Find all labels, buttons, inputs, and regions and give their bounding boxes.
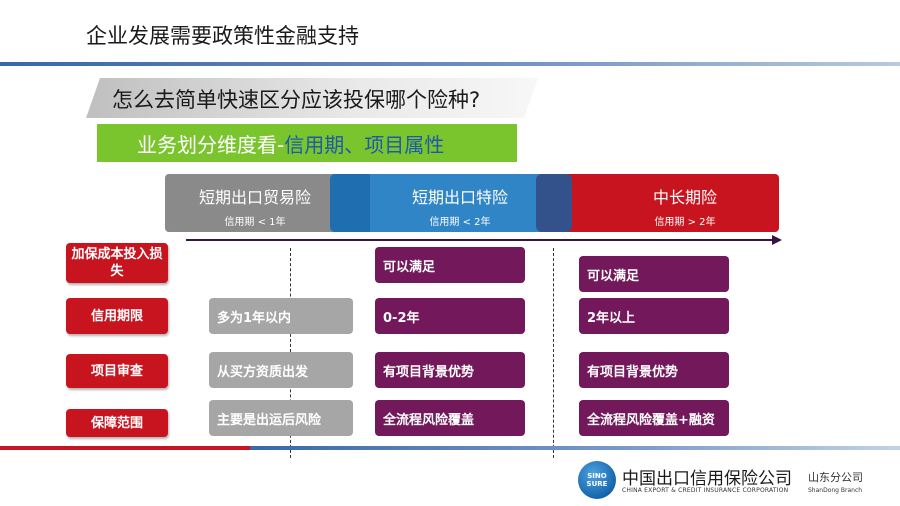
timeline-arrow xyxy=(186,235,782,245)
band-sub: 信用期 < 2年 xyxy=(429,217,491,228)
band-medium-long-term xyxy=(546,174,779,232)
cell-special-credit-term: 0-2年 xyxy=(375,298,525,334)
cell-special-cost-loss: 可以满足 xyxy=(375,247,525,283)
band-name: 短期出口贸易险 xyxy=(198,188,311,207)
cell-long-credit-term: 2年以上 xyxy=(579,298,729,334)
band-sub: 信用期 > 2年 xyxy=(654,217,716,228)
band-short-term-special-text: 短期出口特险 信用期 < 2年 xyxy=(380,174,540,232)
band-name: 中长期险 xyxy=(652,188,717,207)
dimension-bar: 业务划分维度看- 信用期、项目属性 xyxy=(97,124,517,162)
cell-special-coverage: 全流程风险覆盖 xyxy=(375,400,525,436)
cell-trade-project-review: 从买方资质出发 xyxy=(209,352,353,388)
dimension-lead: 业务划分维度看- xyxy=(137,132,285,157)
sinosure-logo-icon: SINO SURE xyxy=(578,461,616,499)
bottom-divider-red xyxy=(0,446,250,450)
page-title: 企业发展需要政策性金融支持 xyxy=(86,24,359,48)
question-banner xyxy=(86,78,538,118)
question-text: 怎么去简单快速区分应该投保哪个险种? xyxy=(112,88,481,112)
cell-long-coverage: 全流程风险覆盖+融资 xyxy=(579,400,729,436)
band-overlap-right xyxy=(536,174,572,232)
cell-trade-coverage: 主要是出运后风险 xyxy=(209,400,353,436)
column-divider xyxy=(553,248,554,458)
row-label-project-review: 项目审查 xyxy=(66,354,168,388)
cell-long-project-review: 有项目背景优势 xyxy=(579,352,729,388)
company-name-en: CHINA EXPORT & CREDIT INSURANCE CORPORAT… xyxy=(622,487,789,494)
band-name: 短期出口特险 xyxy=(411,188,508,207)
band-short-term-trade-text: 短期出口贸易险 信用期 < 1年 xyxy=(165,174,345,232)
cell-long-cost-loss: 可以满足 xyxy=(579,256,729,292)
bottom-divider-blue xyxy=(250,446,900,450)
band-overlap-left xyxy=(330,174,370,232)
cell-trade-credit-term: 多为1年以内 xyxy=(209,298,353,334)
band-short-term-special xyxy=(330,174,570,232)
branch-name-cn: 山东分公司 xyxy=(808,471,863,484)
band-sub: 信用期 < 1年 xyxy=(224,217,286,228)
dimension-highlight: 信用期、项目属性 xyxy=(284,132,445,157)
cell-special-project-review: 有项目背景优势 xyxy=(375,352,525,388)
row-label-credit-term: 信用期限 xyxy=(66,298,168,334)
company-name-cn: 中国出口信用保险公司 xyxy=(622,469,792,489)
row-label-cost-loss: 加保成本投入损失 xyxy=(66,243,168,283)
band-medium-long-term-text: 中长期险 信用期 > 2年 xyxy=(590,174,780,232)
row-label-coverage: 保障范围 xyxy=(66,409,168,437)
top-divider xyxy=(0,62,900,66)
branch-name-en: ShanDong Branch xyxy=(808,487,863,494)
